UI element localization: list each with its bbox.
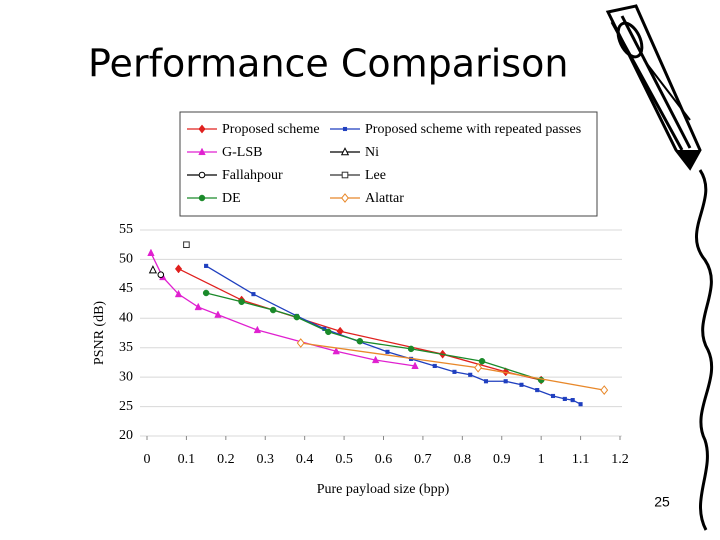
legend-swatch-marker bbox=[198, 171, 206, 179]
x-axis-label: Pure payload size (bpp) bbox=[317, 482, 450, 497]
data-point bbox=[407, 345, 415, 353]
y-tick-label: 20 bbox=[119, 428, 133, 443]
plot-area bbox=[140, 230, 622, 436]
legend-label: Fallahpour bbox=[222, 168, 283, 183]
page-number: 25 bbox=[654, 494, 670, 510]
legend-swatch-marker bbox=[341, 171, 349, 179]
data-point bbox=[432, 363, 437, 369]
data-point bbox=[214, 310, 222, 318]
series bbox=[183, 241, 190, 249]
x-tick-label: 0.5 bbox=[335, 452, 353, 467]
pencil-decoration bbox=[605, 4, 702, 171]
legend-label: Lee bbox=[365, 168, 386, 183]
legend-box bbox=[179, 111, 598, 217]
data-point bbox=[174, 264, 183, 274]
data-point bbox=[157, 271, 165, 279]
legend-swatch-marker bbox=[341, 193, 349, 203]
x-tick-label: 0.7 bbox=[414, 452, 432, 467]
data-point bbox=[147, 248, 155, 257]
y-tick-label: 55 bbox=[119, 222, 133, 237]
data-point bbox=[600, 385, 609, 395]
x-tick-label: 0.4 bbox=[296, 452, 314, 467]
x-tick-label: 1.1 bbox=[572, 452, 590, 467]
data-point bbox=[194, 302, 202, 311]
series bbox=[147, 248, 419, 370]
y-tick-label: 50 bbox=[119, 252, 133, 267]
data-point bbox=[253, 325, 262, 334]
legend-swatch-marker bbox=[198, 147, 206, 156]
data-point bbox=[238, 298, 245, 306]
legend-swatch-marker bbox=[198, 194, 206, 202]
x-tick-label: 0.1 bbox=[178, 452, 196, 467]
x-tick-label: 0.3 bbox=[257, 452, 275, 467]
data-point bbox=[535, 388, 540, 393]
x-tick-label: 1.2 bbox=[611, 452, 629, 467]
x-tick-label: 0 bbox=[144, 452, 151, 467]
data-point bbox=[356, 337, 364, 345]
data-point bbox=[174, 289, 183, 298]
legend-label: DE bbox=[222, 191, 241, 206]
series bbox=[157, 271, 165, 279]
data-point bbox=[204, 263, 209, 268]
x-tick-label: 0.6 bbox=[375, 452, 393, 467]
y-tick-label: 40 bbox=[119, 311, 133, 326]
data-point bbox=[183, 241, 190, 249]
data-point bbox=[519, 382, 524, 387]
data-point bbox=[251, 292, 256, 297]
data-point bbox=[411, 361, 419, 370]
data-point bbox=[483, 379, 489, 384]
data-point bbox=[293, 313, 301, 321]
y-axis-label: PSNR (dB) bbox=[92, 301, 107, 366]
legend-swatch-marker bbox=[198, 124, 206, 134]
legend-swatch-marker bbox=[340, 147, 350, 156]
legend-label: Proposed scheme with repeated passes bbox=[365, 122, 581, 137]
wavy-decoration bbox=[694, 169, 714, 531]
series bbox=[148, 265, 158, 274]
y-tick-label: 45 bbox=[119, 281, 133, 296]
series bbox=[202, 289, 545, 384]
legend-label: Alattar bbox=[365, 191, 404, 206]
data-point bbox=[269, 306, 277, 314]
y-tick-label: 30 bbox=[119, 369, 133, 384]
legend-label: Proposed scheme bbox=[222, 122, 320, 137]
legend-label: Ni bbox=[365, 145, 379, 160]
data-point bbox=[325, 328, 332, 336]
series bbox=[296, 338, 609, 395]
data-point bbox=[296, 338, 305, 348]
y-tick-label: 35 bbox=[119, 340, 133, 355]
y-tick-label: 25 bbox=[119, 399, 133, 414]
data-point bbox=[550, 393, 556, 399]
slide-title: Performance Comparison bbox=[88, 42, 568, 86]
data-point bbox=[570, 398, 575, 403]
data-point bbox=[371, 355, 380, 364]
data-point bbox=[468, 372, 473, 377]
legend-label: G-LSB bbox=[222, 145, 262, 160]
data-point bbox=[478, 358, 486, 365]
x-tick-label: 1 bbox=[538, 452, 545, 467]
data-point bbox=[503, 379, 508, 384]
data-point bbox=[452, 369, 457, 374]
data-point bbox=[385, 349, 390, 354]
data-point bbox=[148, 265, 158, 274]
data-point bbox=[202, 289, 210, 297]
x-tick-label: 0.2 bbox=[217, 452, 235, 467]
data-point bbox=[474, 362, 483, 373]
x-tick-label: 0.8 bbox=[454, 452, 472, 467]
data-point bbox=[332, 346, 340, 355]
data-point bbox=[578, 402, 583, 407]
legend-swatch-marker bbox=[342, 126, 348, 132]
x-tick-label: 0.9 bbox=[493, 452, 511, 467]
data-point bbox=[562, 396, 567, 401]
